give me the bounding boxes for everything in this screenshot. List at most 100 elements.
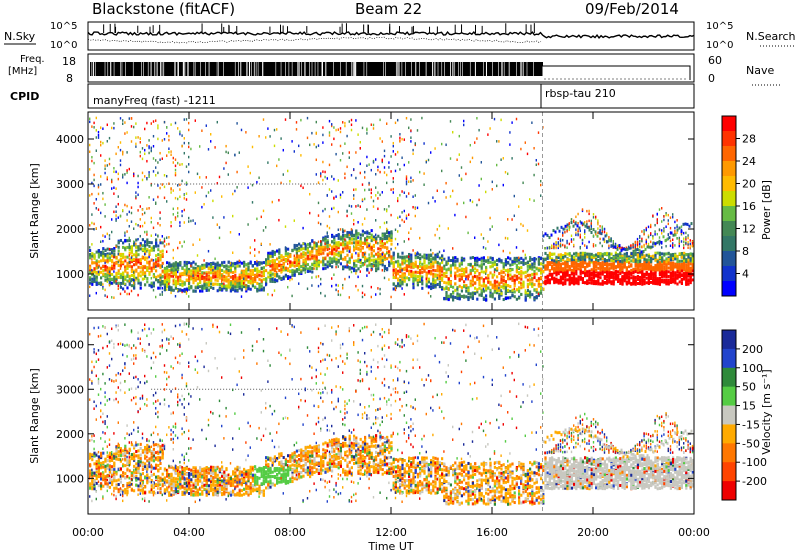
power-sparse-cell — [395, 153, 396, 156]
power-cell — [342, 234, 344, 237]
power-sparse-cell — [338, 293, 339, 296]
power-sparse-cell — [430, 151, 431, 154]
power-sparse-cell — [384, 171, 385, 174]
power-sparse-cell — [340, 196, 341, 199]
power-cell — [531, 258, 533, 261]
power-sparse-cell — [410, 136, 411, 139]
power-sparse-cell — [377, 208, 378, 211]
power-sparse-cell — [364, 171, 365, 174]
power-sparse-cell — [137, 194, 138, 197]
power-sparse-cell — [199, 176, 200, 179]
power-sparse-cell — [146, 122, 147, 125]
power-sparse-cell — [177, 289, 178, 292]
power-cell — [516, 298, 518, 301]
power-cell — [353, 238, 355, 241]
power-sparse-cell — [362, 183, 363, 186]
power-cell — [511, 260, 513, 263]
power-cell — [390, 234, 392, 237]
power-sparse-cell — [390, 155, 391, 158]
power-sparse-cell — [335, 195, 336, 198]
power-sparse-cell — [89, 168, 90, 171]
power-sparse-cell — [344, 122, 345, 125]
power-cell — [602, 265, 604, 268]
power-sparse-cell — [362, 292, 363, 295]
power-cell — [340, 243, 342, 246]
power-cell — [206, 289, 208, 292]
power-sparse-cell — [302, 242, 303, 245]
power-cell — [371, 236, 373, 239]
power-cell — [525, 275, 527, 278]
power-sparse-cell — [177, 215, 178, 218]
power-cell — [274, 251, 276, 254]
power-sparse-cell — [181, 163, 182, 166]
power-sparse-cell — [406, 178, 407, 181]
power-sparse-cell — [483, 237, 484, 240]
power-sparse-cell — [140, 151, 141, 154]
power-cell — [197, 272, 199, 275]
power-sparse-cell — [177, 271, 178, 274]
power-sparse-cell — [274, 129, 275, 132]
power-cell — [346, 235, 348, 238]
power-sparse-cell — [91, 213, 92, 216]
power-sparse-cell — [577, 213, 578, 216]
power-sparse-cell — [118, 203, 119, 206]
power-sparse-cell — [344, 125, 345, 128]
power-cell — [291, 274, 293, 277]
power-sparse-cell — [164, 245, 165, 248]
power-cell — [397, 270, 399, 273]
power-sparse-cell — [322, 141, 323, 144]
power-sparse-cell — [373, 265, 374, 268]
power-cell — [439, 266, 441, 269]
power-sparse-cell — [170, 225, 171, 228]
power-sparse-cell — [146, 260, 147, 263]
power-cell — [327, 265, 329, 268]
power-sparse-cell — [368, 163, 369, 166]
power-cell — [494, 263, 496, 266]
power-sparse-cell — [91, 156, 92, 159]
power-cell — [564, 272, 566, 275]
power-cell — [509, 285, 511, 288]
power-sparse-cell — [379, 226, 380, 229]
power-cell — [465, 268, 467, 271]
power-sparse-cell — [404, 260, 405, 263]
power-cell — [153, 264, 155, 267]
power-sparse-cell — [340, 131, 341, 134]
power-sparse-cell — [146, 160, 147, 163]
power-cell — [489, 295, 491, 298]
power-sparse-cell — [333, 207, 334, 210]
power-cell — [525, 262, 527, 265]
power-sparse-cell — [263, 229, 264, 232]
power-sparse-cell — [261, 216, 262, 219]
power-cell — [276, 250, 278, 253]
power-cell — [232, 264, 234, 267]
power-cell — [115, 256, 117, 259]
power-sparse-cell — [333, 197, 334, 200]
power-sparse-cell — [379, 249, 380, 252]
power-cell — [483, 280, 485, 283]
power-cell — [232, 285, 234, 288]
power-cell — [584, 262, 586, 265]
power-cell — [232, 280, 234, 283]
power-cell — [140, 271, 142, 274]
power-cell — [217, 267, 219, 270]
power-sparse-cell — [170, 153, 171, 156]
power-cell — [98, 273, 100, 276]
power-sparse-cell — [181, 210, 182, 213]
power-sparse-cell — [527, 270, 528, 273]
power-sparse-cell — [351, 129, 352, 132]
power-cell — [472, 297, 474, 300]
power-cell — [489, 261, 491, 264]
power-sparse-cell — [335, 129, 336, 132]
power-sparse-cell — [111, 218, 112, 221]
power-cell — [604, 275, 606, 278]
power-cell — [608, 252, 610, 255]
power-sparse-cell — [395, 287, 396, 290]
power-cell — [199, 274, 201, 277]
power-cell — [157, 253, 159, 256]
power-sparse-cell — [104, 172, 105, 175]
power-cell — [140, 258, 142, 261]
power-cell — [564, 268, 566, 271]
power-cell — [272, 255, 274, 258]
power-cell — [206, 263, 208, 266]
power-cell — [232, 271, 234, 274]
